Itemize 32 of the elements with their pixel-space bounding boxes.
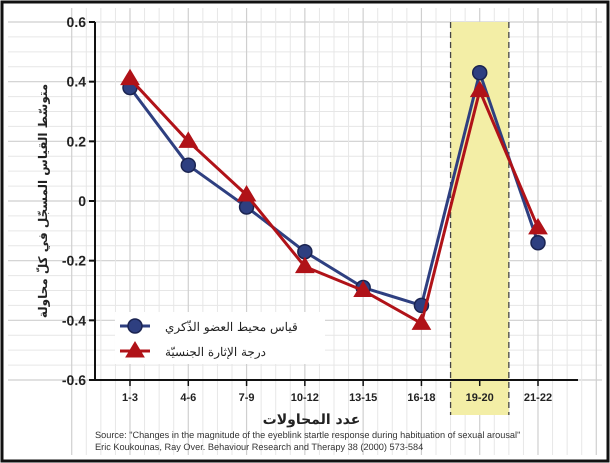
point [470, 81, 490, 98]
y-tick-label: -0.6 [62, 372, 86, 388]
point [295, 257, 314, 274]
x-tick-label: 21-22 [524, 392, 552, 404]
y-tick-label: 0.2 [66, 133, 86, 150]
y-tick-label: -0.4 [62, 312, 86, 328]
point [528, 218, 548, 234]
y-tick-label: 0 [78, 193, 86, 209]
x-axis-title: عدد المحاولات [262, 412, 360, 428]
x-tick-label: 4-6 [180, 392, 196, 404]
y-axis-title: متوسّط القياس المسجّل في كلّ محاولة [35, 84, 50, 318]
point [530, 235, 546, 251]
legend-label: قياس محيط العضو الذّكري [165, 320, 298, 334]
x-tick-label: 13-15 [349, 392, 378, 404]
x-tick-label: 1-3 [122, 392, 138, 404]
y-tick-label: 0.6 [66, 14, 86, 30]
y-tick-label: 0.4 [66, 74, 86, 90]
x-tick-label: 19-20 [466, 392, 494, 404]
point [120, 69, 140, 86]
point [178, 132, 198, 148]
point [180, 157, 196, 173]
point [472, 64, 488, 80]
point [237, 186, 256, 202]
source-note: Source: "Changes in the magnitude of the eyeblink startle response during habituation of sexual arousal" [95, 430, 520, 440]
point [412, 314, 431, 330]
x-tick-label: 7-9 [238, 392, 255, 404]
y-tick-label: -0.2 [62, 252, 86, 269]
text: Eric Koukounas, Ray Over. Behaviour Research and Therapy 38 (2000) 573-584 [95, 442, 424, 452]
point [297, 244, 313, 260]
x-tick-label: 16-18 [407, 392, 436, 404]
legend-label: درجة الإثارة الجنسيّة [165, 345, 266, 359]
x-tick-label: 10-12 [290, 392, 319, 404]
